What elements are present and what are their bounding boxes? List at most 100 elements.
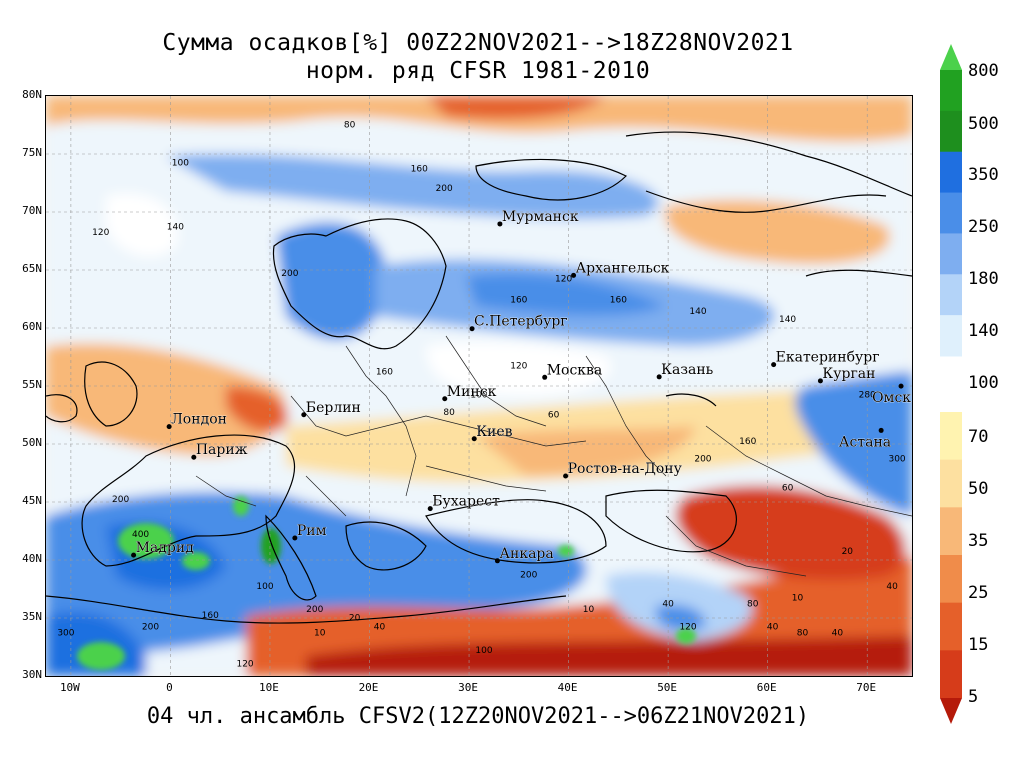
city-marker[interactable]: Москва	[542, 362, 603, 380]
city-marker[interactable]: Анкара	[494, 546, 554, 564]
contour-value-label: 120	[92, 228, 109, 238]
city-dot	[301, 412, 307, 418]
contour-value-label: 60	[548, 410, 560, 420]
city-marker[interactable]: Лондон	[166, 411, 227, 430]
city-dot	[494, 558, 500, 564]
city-marker[interactable]: Киев	[471, 423, 513, 442]
city-dot	[497, 221, 503, 227]
city-marker[interactable]: Мадрид	[131, 540, 194, 558]
city-marker[interactable]: Бухарест	[427, 493, 500, 512]
city-dot	[542, 374, 548, 380]
coastline-layer	[46, 131, 912, 624]
city-name-label: Берлин	[306, 400, 361, 416]
city-dot	[292, 535, 298, 541]
contour-value-label: 300	[57, 628, 74, 638]
contour-value-label: 140	[689, 307, 706, 317]
colorbar-swatch	[940, 650, 962, 699]
contour-value-label: 10	[792, 594, 804, 604]
colorbar-swatch	[940, 315, 962, 357]
contour-value-label: 280	[859, 391, 876, 401]
city-dot	[878, 427, 884, 433]
contour-value-label: 10	[314, 628, 326, 638]
longitude-tick-label: 10W	[59, 681, 80, 694]
city-name-label: Анкара	[499, 546, 553, 562]
contour-value-label: 80	[344, 120, 356, 130]
graticule-grid	[46, 96, 912, 676]
colorbar-value-label: 100	[968, 373, 999, 393]
contour-value-label: 20	[842, 547, 854, 557]
contour-value-label: 100	[470, 391, 487, 401]
contour-value-label: 100	[475, 646, 492, 656]
city-marker[interactable]: Курган	[817, 366, 876, 384]
colorbar-swatch	[940, 274, 962, 316]
city-marker[interactable]: Архангельск	[571, 260, 670, 278]
colorbar-swatch	[940, 459, 962, 508]
latitude-tick-label: 30N	[22, 668, 42, 681]
map-title-line1: Сумма осадков[%] 00Z22NOV2021-->18Z28NOV…	[162, 30, 794, 56]
city-name-label: Минск	[447, 384, 497, 400]
colorbar-swatch	[940, 192, 962, 234]
contour-value-label: 160	[411, 164, 428, 174]
city-dot	[571, 272, 577, 278]
contour-value-label: 200	[306, 605, 323, 615]
city-name-label: Москва	[547, 362, 603, 378]
colorbar-bottom-arrow	[940, 698, 962, 724]
contour-value-label: 200	[436, 184, 453, 194]
colorbar-swatch	[940, 70, 962, 112]
colorbar-value-label: 50	[968, 479, 989, 499]
city-marker[interactable]: Омск	[872, 383, 912, 407]
contour-value-label: 20	[349, 613, 361, 623]
city-marker[interactable]: С.Петербург	[469, 313, 568, 332]
city-name-label: Лондон	[171, 412, 227, 428]
contour-value-label: 160	[376, 367, 393, 377]
city-dot	[131, 552, 137, 558]
longitude-tick-label: 60E	[756, 681, 777, 694]
city-name-label: Бухарест	[432, 494, 500, 510]
city-marker[interactable]: Париж	[191, 442, 248, 460]
colorbar-swatch	[940, 555, 962, 604]
contour-value-label: 80	[797, 628, 809, 638]
contour-value-label: 40	[662, 599, 674, 609]
colorbar	[940, 44, 962, 724]
precipitation-map[interactable]: 80 100 160 200 120 140 200 160 160 140 120 100 80 60 1…	[45, 95, 913, 677]
contour-value-label: 120	[679, 623, 696, 633]
colorbar-swatch	[940, 233, 962, 275]
latitude-tick-label: 60N	[22, 320, 42, 333]
contour-value-label: 80	[747, 599, 759, 609]
latitude-tick-label: 35N	[22, 610, 42, 623]
longitude-tick-label: 70E	[856, 681, 877, 694]
latitude-tick-label: 45N	[22, 494, 42, 507]
city-dot	[771, 362, 777, 368]
contour-value-label: 120	[555, 275, 572, 285]
city-marker[interactable]: Мурманск	[497, 209, 579, 227]
city-marker[interactable]: Минск	[442, 383, 497, 402]
city-marker[interactable]: Екатеринбург	[771, 349, 880, 368]
contour-value-label: 160	[610, 295, 627, 305]
colorbar-swatch	[940, 507, 962, 556]
city-dot	[166, 424, 172, 430]
city-dot	[471, 436, 477, 442]
contour-value-label: 140	[779, 315, 796, 325]
city-marker[interactable]: Рим	[292, 523, 327, 541]
contour-value-label: 40	[832, 628, 844, 638]
latitude-tick-label: 50N	[22, 436, 42, 449]
longitude-tick-label: 10E	[259, 681, 279, 694]
city-dot	[656, 374, 662, 380]
latitude-tick-label: 65N	[22, 262, 42, 275]
colorbar-value-label: 140	[968, 321, 999, 341]
city-name-label: Казань	[661, 362, 713, 378]
city-marker[interactable]: Казань	[656, 362, 714, 380]
latitude-tick-label: 40N	[22, 552, 42, 565]
city-dot	[898, 383, 904, 389]
city-name-label: С.Петербург	[474, 314, 568, 330]
city-name-label: Киев	[476, 424, 512, 440]
contour-value-label: 120	[510, 362, 527, 372]
colorbar-top-arrow	[940, 44, 962, 70]
city-marker[interactable]: Ростов-на-Дону	[563, 461, 683, 479]
city-marker[interactable]: Берлин	[301, 399, 361, 418]
border-layer	[195, 335, 912, 577]
ensemble-footer: 04 чл. ансамбль CFSV2(12Z20NOV2021-->06Z…	[146, 704, 810, 729]
city-name-label: Ростов-на-Дону	[568, 461, 683, 477]
city-name-label: Париж	[196, 442, 248, 458]
city-marker[interactable]: Астана	[839, 427, 891, 451]
